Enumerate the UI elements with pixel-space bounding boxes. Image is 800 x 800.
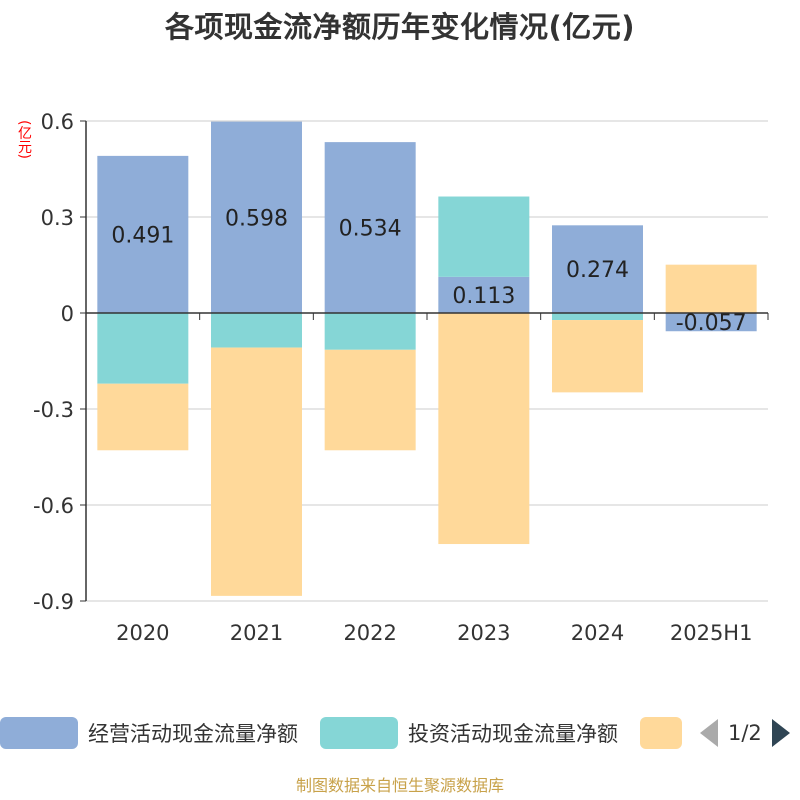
bar-2024-series-0 [552,225,643,313]
bar-2021-series-0 [211,121,302,313]
x-tick-label: 2023 [457,621,510,645]
bar-2020-series-2 [97,383,189,451]
data-label-2023: 0.113 [452,284,515,309]
pager-text: 1/2 [728,721,762,745]
bar-2022-series-1 [324,313,416,350]
bar-2022-series-2 [324,349,416,451]
legend-item-financing[interactable] [640,713,682,753]
bar-2022-series-0 [324,142,416,313]
legend-pager: 1/2 [700,713,790,753]
data-label-2022: 0.534 [339,217,402,242]
y-axis-label: (亿元) [16,120,32,159]
x-tick-label: 2025H1 [670,621,753,645]
bar-2024-series-2 [552,320,643,393]
x-tick-label: 2020 [116,621,169,645]
legend-item-investing[interactable]: 投资活动现金流量净额 [320,713,618,753]
data-label-2025H1: -0.057 [676,311,747,336]
data-label-2024: 0.274 [566,258,629,283]
y-tick-label: 0 [61,302,74,326]
pager-next-icon[interactable] [771,719,790,747]
chart-title: 各项现金流净额历年变化情况(亿元) [164,10,635,44]
y-tick-label: 0.3 [41,206,74,230]
bar-2020-series-0 [97,155,189,313]
bar-2023-series-1 [438,196,530,277]
bar-2021-series-1 [211,313,302,348]
bar-2025H1-series-2 [665,264,757,313]
bar-2023-series-0 [438,276,530,313]
data-labels: 0.491 0.598 0.534 0.113 0.274 -0.057 [111,206,746,336]
legend-label-investing: 投资活动现金流量净额 [408,722,618,746]
axes: 0.6 0.3 0 -0.3 -0.6 -0.9 2020 2021 2022 2023 2024 2… [33,110,769,645]
pager-prev-icon[interactable] [700,719,718,747]
legend-swatch-investing [320,717,398,749]
legend-swatch-operating [0,717,78,749]
x-tick-label: 2022 [343,621,396,645]
bar-2020-series-1 [97,313,189,384]
grid-lines [86,120,768,602]
data-label-2021: 0.598 [225,206,288,231]
y-tick-label: -0.3 [33,398,74,422]
data-source: 制图数据来自恒生聚源数据库 [295,776,504,795]
bar-2024-series-1 [552,313,643,321]
legend-label-operating: 经营活动现金流量净额 [88,722,298,746]
bar-2025H1-series-0 [665,313,757,332]
y-tick-label: -0.9 [33,590,74,614]
x-tick-label: 2021 [230,621,283,645]
stacked-bar-chart: 0.6 0.3 0 -0.3 -0.6 -0.9 2020 2021 2022 2023 2024 2… [33,110,769,645]
bars [97,121,757,596]
bar-2021-series-2 [211,347,302,596]
legend-swatch-financing [640,717,682,749]
y-tick-label: 0.6 [41,110,74,134]
legend-item-operating[interactable]: 经营活动现金流量净额 [0,713,298,753]
data-label-2020: 0.491 [111,223,174,248]
x-tick-label: 2024 [571,621,624,645]
y-tick-label: -0.6 [33,494,74,518]
bar-2023-series-2 [438,313,530,545]
legend: 经营活动现金流量净额 投资活动现金流量净额 1/2 [0,713,800,757]
